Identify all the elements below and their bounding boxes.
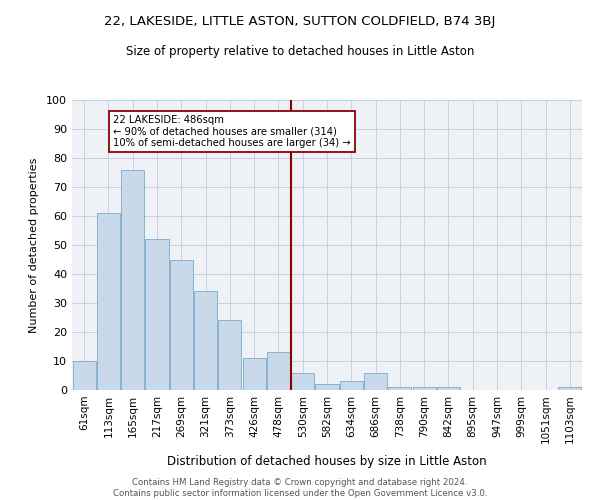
Bar (242, 358, 266, 390)
Bar (388, 387, 412, 390)
Y-axis label: Number of detached properties: Number of detached properties (29, 158, 39, 332)
Bar (340, 382, 363, 390)
Bar (97, 213, 120, 390)
Bar (218, 320, 241, 390)
Bar (316, 384, 338, 390)
Text: 22 LAKESIDE: 486sqm
← 90% of detached houses are smaller (314)
10% of semi-detac: 22 LAKESIDE: 486sqm ← 90% of detached ho… (113, 114, 351, 148)
Bar (194, 292, 217, 390)
Bar (267, 352, 290, 390)
Bar (73, 361, 95, 390)
Bar (145, 239, 169, 390)
Bar (413, 387, 436, 390)
X-axis label: Distribution of detached houses by size in Little Aston: Distribution of detached houses by size … (167, 454, 487, 468)
Text: Size of property relative to detached houses in Little Aston: Size of property relative to detached ho… (126, 45, 474, 58)
Bar (170, 260, 193, 390)
Bar (364, 372, 387, 390)
Bar (121, 170, 144, 390)
Bar (291, 372, 314, 390)
Text: Contains HM Land Registry data © Crown copyright and database right 2024.
Contai: Contains HM Land Registry data © Crown c… (113, 478, 487, 498)
Bar (437, 387, 460, 390)
Text: 22, LAKESIDE, LITTLE ASTON, SUTTON COLDFIELD, B74 3BJ: 22, LAKESIDE, LITTLE ASTON, SUTTON COLDF… (104, 15, 496, 28)
Bar (559, 387, 581, 390)
